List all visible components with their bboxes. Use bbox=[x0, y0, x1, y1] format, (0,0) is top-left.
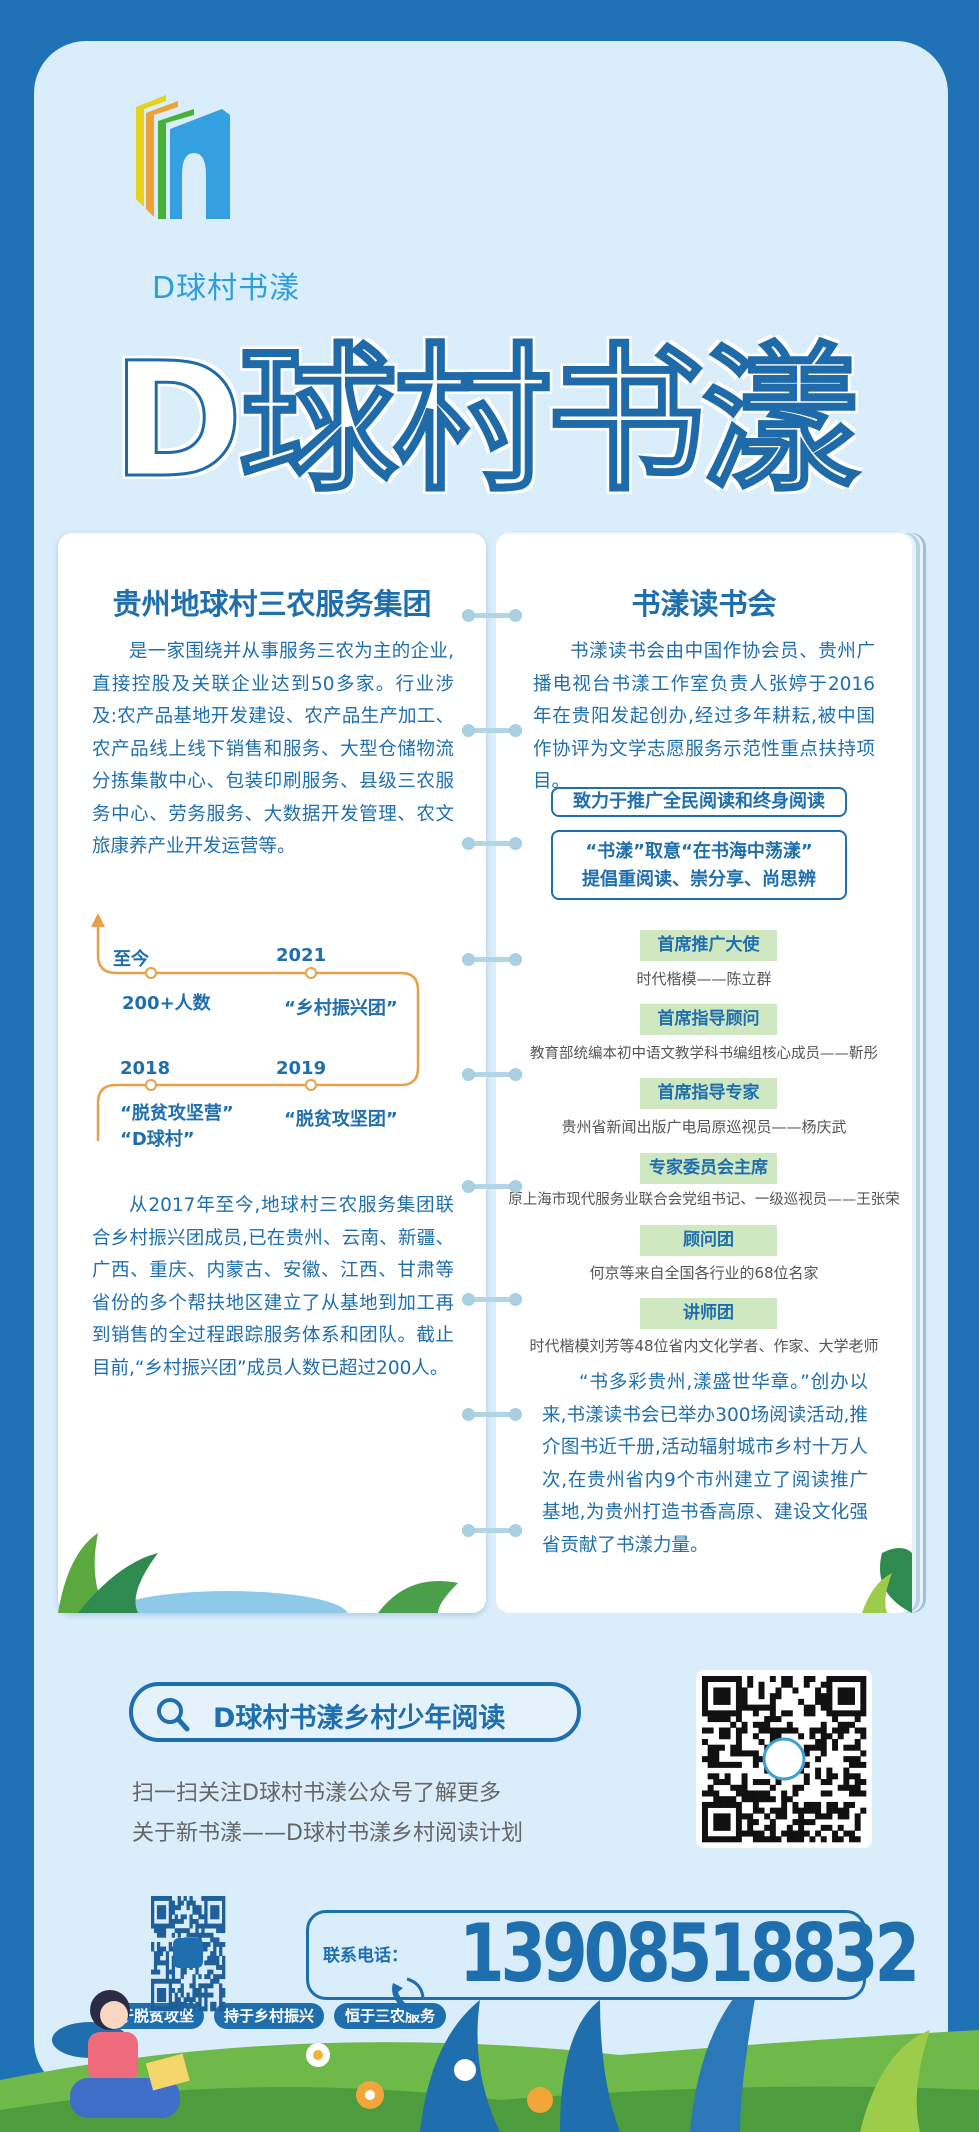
motto-box: 致力于推广全民阅读和终身阅读 bbox=[551, 787, 847, 817]
timeline-text: “脱贫攻坚团” bbox=[284, 1109, 398, 1130]
qr-code-icon bbox=[151, 1896, 226, 2012]
role-label: 讲师团 bbox=[640, 1298, 777, 1329]
group-title: 贵州地球村三农服务集团 bbox=[112, 587, 432, 621]
group-card: 贵州地球村三农服务集团 是一家围绕并从事服务三农为主的企业,直接控股及关联企业达… bbox=[58, 533, 486, 2029]
club-closing: “书多彩贵州,漾盛世华章。”创办以来,书漾读书会已举办300场阅读活动,推介图书… bbox=[542, 1372, 868, 1556]
role-person: 时代楷模刘芳等48位省内文化学者、作家、大学老师 bbox=[529, 1337, 879, 1355]
plan-text: 关于新书漾——D球村书漾乡村阅读计划 bbox=[132, 1821, 523, 1846]
binder-ring bbox=[462, 1293, 522, 1306]
search-banner[interactable]: D球村书漾乡村少年阅读 bbox=[129, 1682, 581, 1742]
reading-club-card: 书漾读书会 书漾读书会由中国作协会员、贵州广播电视台书漾工作室负责人张婷于201… bbox=[496, 533, 912, 1613]
role-person: 何京等来自全国各行业的68位名家 bbox=[589, 1264, 819, 1282]
binder-ring bbox=[462, 1180, 522, 1193]
role-person: 教育部统编本初中语文教学科书编组核心成员——靳彤 bbox=[530, 1046, 878, 1062]
binder-ring bbox=[462, 953, 522, 966]
binder-ring bbox=[462, 724, 522, 737]
phone-number[interactable]: 13908518832 bbox=[459, 1907, 920, 2000]
timeline-year: 2021 bbox=[276, 945, 327, 966]
role-label: 首席指导顾问 bbox=[640, 1004, 777, 1035]
qr-code-official-account bbox=[696, 1670, 872, 1848]
timeline-year: 2018 bbox=[120, 1058, 171, 1079]
club-title: 书漾读书会 bbox=[631, 587, 777, 621]
binder-ring bbox=[462, 837, 522, 850]
club-intro: 书漾读书会由中国作协会员、贵州广播电视台书漾工作室负责人张婷于2016年在贵阳发… bbox=[533, 641, 875, 792]
timeline-path bbox=[91, 913, 420, 1141]
timeline-text: “乡村振兴团” bbox=[284, 998, 398, 1019]
motto-line: “书漾”取意“在书海中荡漾” bbox=[585, 841, 813, 862]
timeline-year: 至今 bbox=[113, 949, 149, 970]
foliage-decoration bbox=[862, 1548, 912, 1613]
landscape-decoration bbox=[0, 1970, 979, 2132]
timeline-text: 200+人数 bbox=[122, 993, 211, 1014]
role-person: 贵州省新闻出版广电局原巡视员——杨庆武 bbox=[561, 1118, 847, 1136]
binder-ring bbox=[462, 609, 522, 622]
group-intro: 是一家围绕并从事服务三农为主的企业,直接控股及关联企业达到50多家。行业涉及:农… bbox=[92, 641, 454, 857]
motto-line: 提倡重阅读、崇分享、尚思辨 bbox=[582, 869, 816, 890]
role-label: 首席推广大使 bbox=[640, 930, 777, 961]
search-icon bbox=[157, 1698, 190, 1732]
follow-text: 扫一扫关注D球村书漾公众号了解更多 bbox=[132, 1781, 501, 1806]
qr-code-wechat bbox=[145, 1890, 231, 2017]
binder-ring bbox=[462, 1408, 522, 1421]
role-label: 专家委员会主席 bbox=[640, 1153, 777, 1184]
logo-text: D球村书漾 bbox=[152, 271, 301, 306]
timeline-text: “脱贫攻坚营” “D球村” bbox=[120, 1103, 234, 1150]
page-title: D球村书漾 bbox=[111, 330, 942, 513]
role-person: 原上海市现代服务业联合会党组书记、一级巡视员——王张荣 bbox=[508, 1192, 900, 1208]
tag-pill: 持于乡村振兴 bbox=[214, 2003, 324, 2029]
motto-box-2: “书漾”取意“在书海中荡漾” 提倡重阅读、崇分享、尚思辨 bbox=[551, 830, 847, 900]
foliage-decoration bbox=[58, 1533, 458, 1613]
contact-label: 联系电话： bbox=[323, 1946, 408, 1966]
search-label: D球村书漾乡村少年阅读 bbox=[213, 1703, 506, 1734]
timeline-year: 2019 bbox=[276, 1058, 327, 1079]
qr-code-icon bbox=[702, 1676, 867, 1843]
logo-icon bbox=[136, 95, 230, 219]
role-person: 时代楷模——陈立群 bbox=[636, 970, 772, 988]
contact-box: 联系电话： 13908518832 bbox=[306, 1907, 920, 2015]
phone-icon bbox=[392, 1977, 425, 2015]
binder-ring bbox=[462, 1068, 522, 1081]
group-history: 从2017年至今,地球村三农服务集团联合乡村振兴团成员,已在贵州、云南、新疆、广… bbox=[92, 1195, 454, 1379]
binder-ring bbox=[462, 1524, 522, 1537]
role-label: 顾问团 bbox=[640, 1225, 777, 1256]
role-label: 首席指导专家 bbox=[640, 1078, 777, 1109]
